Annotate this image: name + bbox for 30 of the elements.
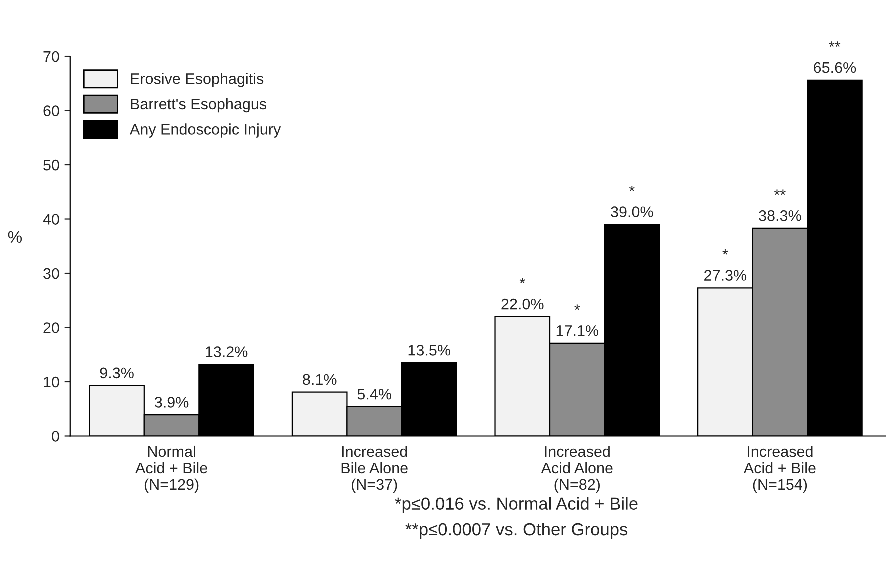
x-tick-label: Normal Acid + Bile (N=129)	[136, 446, 208, 494]
data-label: 5.4%	[358, 389, 392, 400]
data-label: ** 38.3%	[759, 190, 802, 222]
y-tick-label: 70	[44, 51, 60, 62]
data-label: 8.1%	[303, 374, 337, 386]
text: **p≤0.0007 vs. Other Groups	[406, 522, 628, 540]
text: *p≤0.016 vs. Normal Acid + Bile	[395, 497, 638, 514]
data-label: 13.2%	[206, 346, 248, 358]
data-label: * 22.0%	[502, 278, 544, 310]
y-tick-label: 30	[44, 268, 60, 280]
legend-label: Barrett's Esophagus	[131, 98, 267, 113]
y-tick-label: 0	[52, 431, 60, 442]
y-tick-label: 20	[44, 322, 60, 334]
y-tick-label: 60	[44, 106, 60, 116]
legend-label: Erosive Esophagitis	[131, 73, 264, 88]
x-tick-label: Increased Acid + Bile (N=154)	[744, 446, 816, 494]
y-tick-label: 10	[44, 376, 60, 388]
data-label: * 17.1%	[556, 304, 599, 336]
x-tick-label: Increased Acid Alone (N=82)	[541, 446, 613, 494]
data-label: 3.9%	[154, 397, 189, 408]
y-tick-label: 50	[44, 160, 60, 171]
data-label: * 27.3%	[704, 249, 747, 281]
legend-label: Any Endoscopic Injury	[130, 124, 282, 138]
data-label: ** 65.6%	[814, 42, 856, 74]
y-axis-title: %	[8, 231, 22, 244]
data-label: * 39.0%	[611, 186, 654, 218]
data-label: 9.3%	[100, 368, 134, 379]
y-tick-label: 40	[43, 214, 60, 225]
data-label: 13.5%	[408, 345, 450, 356]
x-tick-label: Increased Bile Alone (N=37)	[342, 446, 408, 494]
